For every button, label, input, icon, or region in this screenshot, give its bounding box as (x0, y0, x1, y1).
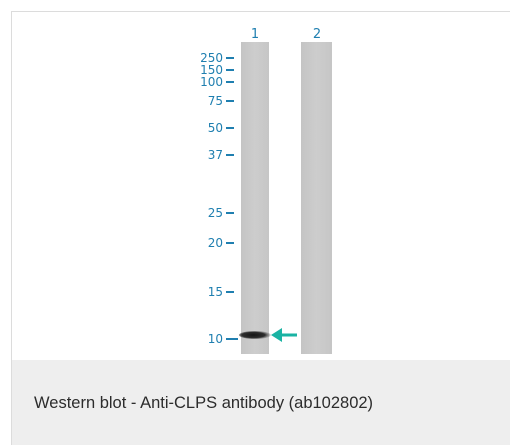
protein-band (239, 331, 271, 339)
western-blot-image: 1 2 250 150 100 75 50 37 25 20 15 10 (12, 12, 510, 360)
mw-label-20: 20 (208, 236, 223, 250)
mw-label-250: 250 (200, 51, 223, 65)
caption-bar: Western blot - Anti-CLPS antibody (ab102… (12, 360, 510, 445)
band-arrow-icon (271, 328, 297, 342)
mw-label-150: 150 (200, 63, 223, 77)
western-blot-figure: 1 2 250 150 100 75 50 37 25 20 15 10 (200, 27, 332, 354)
mw-label-75: 75 (208, 94, 223, 108)
mw-label-15: 15 (208, 285, 223, 299)
mw-label-10: 10 (208, 332, 223, 346)
lane-label-2: 2 (313, 27, 321, 42)
lane-label-1: 1 (251, 27, 259, 42)
figure-card: 1 2 250 150 100 75 50 37 25 20 15 10 (11, 11, 510, 445)
mw-label-50: 50 (208, 121, 223, 135)
lane-2 (301, 42, 332, 354)
mw-label-37: 37 (208, 148, 223, 162)
mw-label-100: 100 (200, 75, 223, 89)
figure-caption: Western blot - Anti-CLPS antibody (ab102… (34, 394, 374, 412)
mw-ticks (226, 57, 238, 340)
lane-1 (241, 42, 269, 354)
mw-label-25: 25 (208, 206, 223, 220)
